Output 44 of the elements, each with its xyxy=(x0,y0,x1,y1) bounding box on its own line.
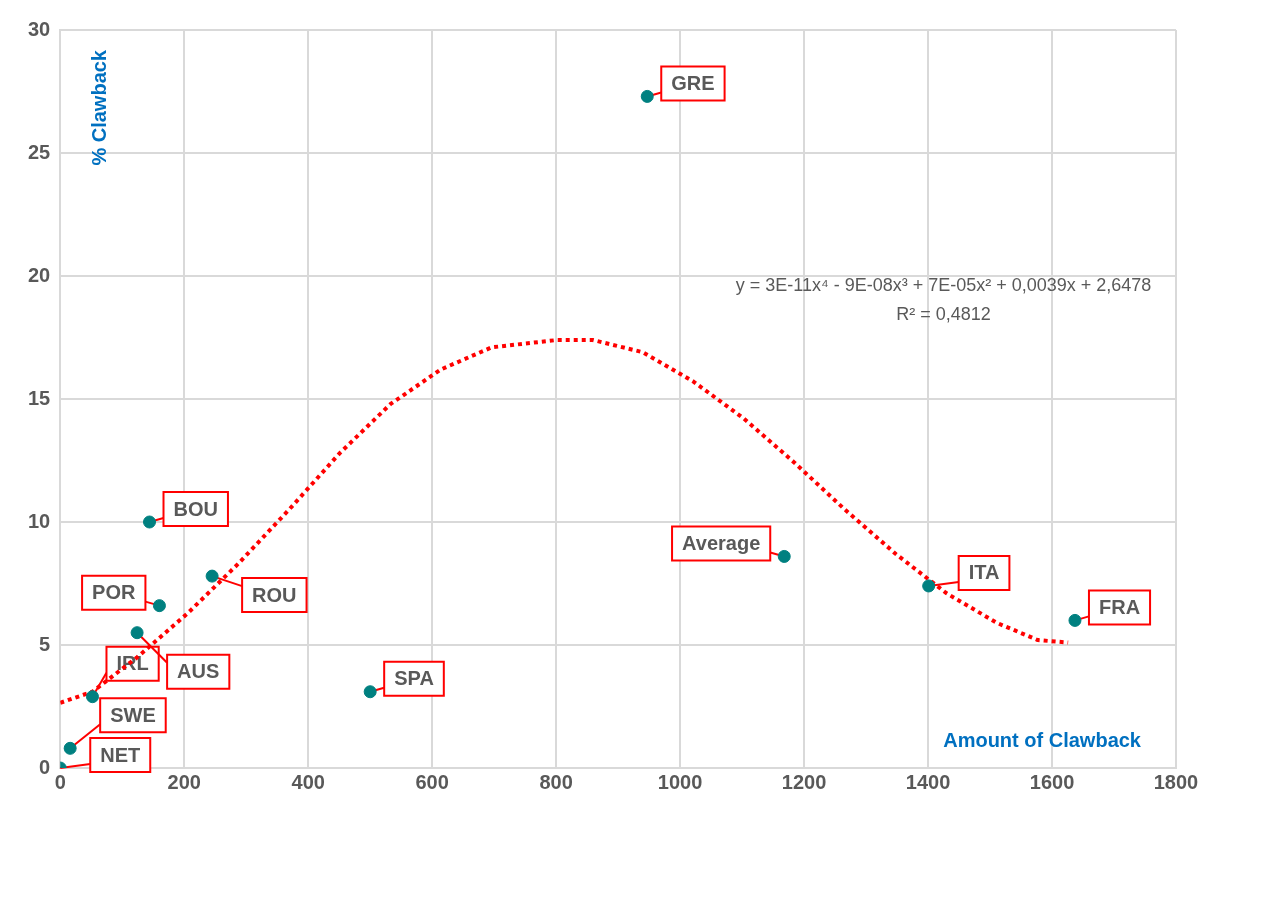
x-tick-label: 800 xyxy=(539,770,573,793)
point xyxy=(640,89,654,103)
annotation: GRE xyxy=(671,71,715,94)
annotation: ITA xyxy=(968,561,1000,584)
x-tick-label: 1400 xyxy=(905,770,951,793)
point xyxy=(152,599,166,613)
x-tick-label: 1600 xyxy=(1029,770,1075,793)
annotation: AUS xyxy=(177,660,220,683)
x-tick-label: 1800 xyxy=(1153,770,1199,793)
annotation: POR xyxy=(92,581,136,604)
y-tick-label: 25 xyxy=(28,140,51,163)
point xyxy=(143,515,157,529)
annotation: FRA xyxy=(1098,595,1141,618)
point xyxy=(85,690,99,704)
y-tick-label: 15 xyxy=(28,386,51,409)
point xyxy=(363,685,377,699)
annotation: R² = 0,4812 xyxy=(896,303,991,324)
annotation: ROU xyxy=(252,583,297,606)
y-tick-label: 5 xyxy=(39,632,51,655)
point xyxy=(130,626,144,640)
annotation: NET xyxy=(100,743,141,766)
annotation: SWE xyxy=(110,703,156,726)
x-tick-label: 400 xyxy=(291,770,325,793)
point xyxy=(1068,613,1082,627)
y-tick-label: 10 xyxy=(28,509,51,532)
y-axis-title: % Clawback xyxy=(87,49,110,166)
annotation: BOU xyxy=(173,497,218,520)
x-tick-label: 200 xyxy=(167,770,201,793)
point xyxy=(922,579,936,593)
x-tick-label: 0 xyxy=(54,770,66,793)
line-series xyxy=(60,337,1071,705)
y-tick-label: 0 xyxy=(39,755,51,778)
x-tick-label: 600 xyxy=(415,770,449,793)
y-tick-label: 30 xyxy=(28,17,51,40)
y-tick-label: 20 xyxy=(28,263,51,286)
annotation: SPA xyxy=(394,667,434,690)
annotation: Average xyxy=(682,531,761,554)
x-tick-label: 1200 xyxy=(781,770,827,793)
point xyxy=(205,569,219,583)
annotation: y = 3E-11x⁴ - 9E-08x³ + 7E-05x² + 0,0039x + 2,6478 xyxy=(735,274,1152,295)
point xyxy=(63,741,77,755)
x-tick-label: 1000 xyxy=(657,770,703,793)
point xyxy=(777,549,791,563)
x-axis-title: Amount of Clawback xyxy=(943,728,1142,751)
